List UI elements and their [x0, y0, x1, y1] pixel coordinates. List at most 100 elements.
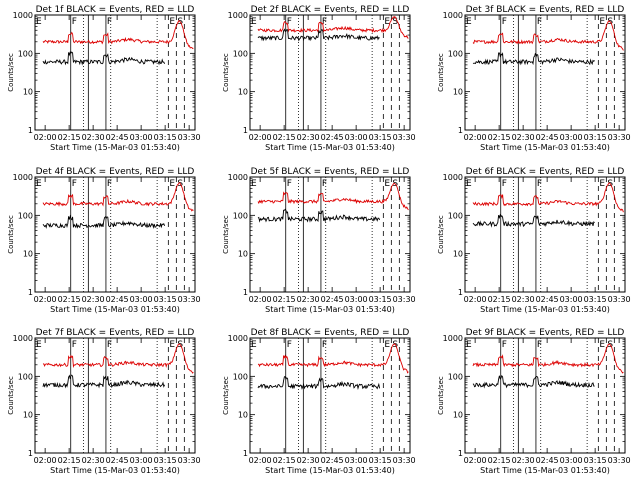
x-tick-label: 02:45 — [321, 456, 344, 465]
y-tick-label: 10 — [453, 88, 463, 97]
marker-label: E — [169, 17, 175, 27]
panel-det-8: Det 8f BLACK = Events, RED = LLD 1 10 100 10… — [222, 328, 416, 475]
y-axis-label: Counts/sec — [7, 376, 15, 415]
y-tick-label: 10 — [453, 250, 463, 259]
y-tick-label: 1000 — [443, 11, 463, 20]
x-tick-label: 03:30 — [178, 133, 201, 142]
panel-title: Det 4f BLACK = Events, RED = LLD — [36, 167, 195, 177]
y-tick-label: 1 — [28, 449, 33, 458]
lld-series-line — [257, 343, 409, 374]
panel-title: Det 6f BLACK = Events, RED = LLD — [466, 167, 625, 177]
x-axis-label: Start Time (15-Mar-03 01:53:40) — [480, 466, 610, 475]
marker-label: F — [107, 340, 112, 350]
x-tick-label: 03:30 — [393, 295, 416, 304]
events-series-line — [257, 208, 381, 223]
x-tick-label: 03:15 — [584, 133, 607, 142]
panel-title: Det 2f BLACK = Events, RED = LLD — [251, 5, 410, 15]
x-tick-label: 02:45 — [321, 295, 344, 304]
x-tick-label: 03:15 — [369, 133, 392, 142]
events-series-line — [42, 51, 166, 66]
y-axis-label: Counts/sec — [7, 53, 15, 92]
x-tick-label: 03:15 — [369, 456, 392, 465]
x-tick-label: 02:45 — [536, 133, 559, 142]
x-tick-label: 03:15 — [154, 295, 177, 304]
y-axis-label: Counts/sec — [437, 53, 445, 92]
x-axis-label: Start Time (15-Mar-03 01:53:40) — [50, 305, 180, 314]
x-tick-label: 02:30 — [297, 133, 320, 142]
marker-label: F — [287, 340, 292, 350]
x-tick-label: 02:15 — [273, 456, 296, 465]
marker-label: E — [466, 340, 472, 350]
x-tick-label: 02:15 — [58, 295, 81, 304]
x-tick-label: 03:00 — [560, 133, 583, 142]
marker-label: E — [599, 179, 605, 189]
marker-label: F — [537, 340, 542, 350]
y-tick-label: 10 — [23, 411, 33, 420]
x-tick-label: 02:45 — [536, 456, 559, 465]
marker-label: F — [72, 340, 77, 350]
marker-label: E — [251, 179, 257, 189]
plot-frame — [249, 337, 411, 454]
x-tick-label: 02:15 — [273, 295, 296, 304]
x-axis-label: Start Time (15-Mar-03 01:53:40) — [50, 143, 180, 152]
marker-label: E — [169, 340, 175, 350]
x-axis-label: Start Time (15-Mar-03 01:53:40) — [265, 305, 395, 314]
marker-label: E — [36, 340, 42, 350]
lld-series-line — [257, 182, 409, 211]
x-tick-label: 03:30 — [178, 456, 201, 465]
lld-series-line — [42, 182, 194, 212]
panel-title: Det 9f BLACK = Events, RED = LLD — [466, 328, 625, 338]
y-tick-label: 1000 — [228, 11, 248, 20]
marker-label: E — [599, 17, 605, 27]
y-tick-label: 1000 — [443, 173, 463, 182]
marker-label: F — [287, 179, 292, 189]
panel-det-4: Det 4f BLACK = Events, RED = LLD 1 10 100 10… — [7, 167, 201, 314]
y-tick-label: 100 — [233, 372, 248, 381]
events-series-line — [42, 374, 166, 389]
y-tick-label: 1 — [28, 126, 33, 135]
x-tick-label: 02:00 — [34, 295, 57, 304]
plot-frame — [464, 337, 626, 454]
y-tick-label: 1000 — [228, 334, 248, 343]
lld-series-line — [472, 182, 624, 213]
x-tick-label: 03:00 — [560, 456, 583, 465]
x-tick-label: 03:30 — [393, 456, 416, 465]
y-tick-label: 100 — [18, 211, 33, 220]
y-axis-label: Counts/sec — [437, 376, 445, 415]
y-tick-label: 1000 — [13, 173, 33, 182]
x-tick-label: 02:15 — [58, 133, 81, 142]
events-series-line — [472, 52, 595, 66]
x-tick-label: 02:15 — [488, 295, 511, 304]
y-tick-label: 100 — [448, 372, 463, 381]
x-tick-label: 02:30 — [512, 295, 535, 304]
marker-label: F — [322, 179, 327, 189]
marker-label: E — [599, 340, 605, 350]
panel-det-6: Det 6f BLACK = Events, RED = LLD 1 10 100 10… — [437, 167, 631, 314]
marker-label: E — [251, 340, 257, 350]
lld-series-line — [42, 20, 194, 50]
x-tick-label: 02:00 — [34, 456, 57, 465]
plot-frame — [464, 176, 626, 293]
events-series-line — [257, 376, 381, 390]
x-tick-label: 02:00 — [34, 133, 57, 142]
x-tick-label: 02:15 — [58, 456, 81, 465]
panel-det-3: Det 3f BLACK = Events, RED = LLD 1 10 100 10… — [437, 5, 631, 152]
lld-series-line — [257, 15, 409, 39]
x-tick-label: 03:30 — [608, 133, 631, 142]
y-tick-label: 1000 — [228, 173, 248, 182]
y-tick-label: 1000 — [443, 334, 463, 343]
x-tick-label: 03:00 — [345, 456, 368, 465]
y-tick-label: 100 — [448, 211, 463, 220]
x-tick-label: 02:30 — [82, 295, 105, 304]
marker-label: E — [384, 179, 390, 189]
events-series-line — [42, 214, 166, 229]
x-tick-label: 02:00 — [249, 295, 272, 304]
x-axis-label: Start Time (15-Mar-03 01:53:40) — [480, 305, 610, 314]
y-tick-label: 100 — [448, 49, 463, 58]
events-series-line — [257, 28, 380, 42]
marker-label: E — [169, 179, 175, 189]
y-axis-label: Counts/sec — [437, 215, 445, 254]
marker-label: E — [466, 17, 472, 27]
panel-det-5: Det 5f BLACK = Events, RED = LLD 1 10 100 10… — [222, 167, 416, 314]
